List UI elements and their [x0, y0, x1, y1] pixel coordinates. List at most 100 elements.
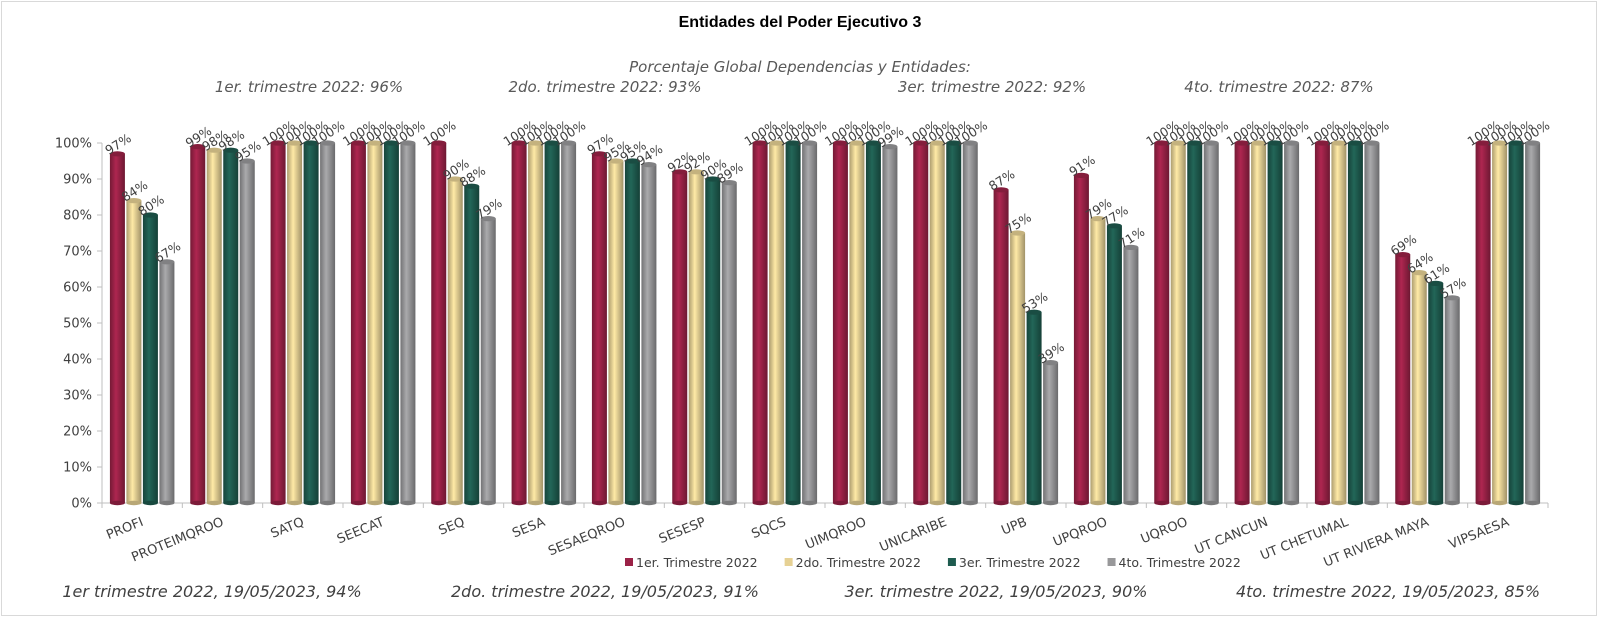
bar-top	[1010, 230, 1026, 236]
bar-base	[142, 500, 158, 506]
bar-base	[1203, 500, 1219, 506]
bar	[431, 140, 447, 506]
bar	[946, 140, 962, 506]
bar-body	[367, 143, 383, 503]
bar-body	[561, 143, 577, 503]
quarter-label-4: 4to. trimestre 2022: 87%	[1184, 78, 1373, 96]
bar	[1026, 309, 1042, 506]
bar	[528, 140, 544, 506]
bar-body	[672, 171, 688, 504]
bar-body	[142, 215, 158, 503]
bar-body	[223, 150, 239, 503]
bar-base	[464, 500, 480, 506]
legend-label: 1er. Trimestre 2022	[636, 555, 758, 570]
bar-top	[431, 140, 447, 146]
bar-top	[561, 140, 577, 146]
bar-top	[721, 180, 737, 186]
bar-body	[109, 153, 125, 504]
bar-top	[1251, 140, 1267, 146]
bar-top	[688, 169, 704, 175]
bar-top	[946, 140, 962, 146]
x-tick-label: SESESP	[657, 515, 708, 547]
bar-body	[383, 143, 399, 503]
bar-base	[528, 500, 544, 506]
bar-base	[1395, 500, 1411, 506]
bar	[1267, 140, 1283, 506]
bar-base	[206, 500, 222, 506]
legend-swatch	[1107, 558, 1116, 566]
quarter-label-2: 2do. trimestre 2022: 93%	[508, 78, 701, 96]
bar-top	[802, 140, 818, 146]
bar-base	[126, 500, 142, 506]
legend-swatch	[784, 558, 793, 566]
y-tick-label: 20%	[63, 425, 92, 440]
bar-base	[350, 500, 366, 506]
bar-body	[320, 143, 336, 503]
bar-body	[1234, 143, 1250, 503]
bar	[464, 183, 480, 506]
bar-body	[1364, 143, 1380, 503]
bar-base	[303, 500, 319, 506]
bar-top	[882, 144, 898, 150]
bar	[1525, 140, 1541, 506]
bar	[1123, 244, 1139, 506]
bar-top	[320, 140, 336, 146]
bar-base	[882, 500, 898, 506]
bar	[480, 216, 496, 506]
bar-base	[1043, 500, 1059, 506]
bar	[190, 144, 206, 506]
bar-top	[1090, 216, 1106, 222]
bar-body	[624, 161, 640, 503]
legend-label: 3er. Trimestre 2022	[959, 555, 1081, 570]
bar	[1508, 140, 1524, 506]
bar-body	[1428, 283, 1444, 503]
bar-body	[1314, 143, 1330, 503]
bar-base	[1106, 500, 1122, 506]
bar	[447, 176, 463, 506]
bar-body	[1284, 143, 1300, 503]
bar-body	[270, 143, 286, 503]
bar-base	[511, 500, 527, 506]
bar-body	[303, 143, 319, 503]
bar	[1106, 223, 1122, 506]
y-tick-label: 0%	[71, 497, 92, 512]
bar-body	[1475, 143, 1491, 503]
bar	[962, 140, 978, 506]
bar-body	[1331, 143, 1347, 503]
bar-top	[464, 183, 480, 189]
bar-top	[1234, 140, 1250, 146]
bar	[561, 140, 577, 506]
bar-base	[752, 500, 768, 506]
bar-base	[1234, 500, 1250, 506]
bar-base	[1331, 500, 1347, 506]
bar-body	[1525, 143, 1541, 503]
bar-body	[608, 161, 624, 503]
bar-base	[769, 500, 785, 506]
bar-body	[705, 179, 721, 503]
bar-body	[802, 143, 818, 503]
legend-swatch	[625, 558, 633, 566]
bar	[206, 147, 222, 506]
y-tick-label: 10%	[63, 461, 92, 476]
bar	[1203, 140, 1219, 506]
bar-top	[159, 259, 175, 265]
bar	[1187, 140, 1203, 506]
bar	[287, 140, 303, 506]
x-tick-label: UIMQROO	[803, 515, 868, 553]
bar-body	[929, 143, 945, 503]
x-tick-label: VIPSAESA	[1447, 515, 1512, 553]
bar-top	[447, 176, 463, 182]
bar-top	[849, 140, 865, 146]
bar-body	[1508, 143, 1524, 503]
bar-base	[270, 500, 286, 506]
bar-top	[832, 140, 848, 146]
legend-item: 2do. Trimestre 2022	[784, 555, 921, 570]
bar	[320, 140, 336, 506]
bar-body	[159, 261, 175, 503]
bar-body	[544, 143, 560, 503]
bar-top	[993, 187, 1009, 193]
bar-top	[544, 140, 560, 146]
bar-base	[159, 500, 175, 506]
bar-top	[1525, 140, 1541, 146]
